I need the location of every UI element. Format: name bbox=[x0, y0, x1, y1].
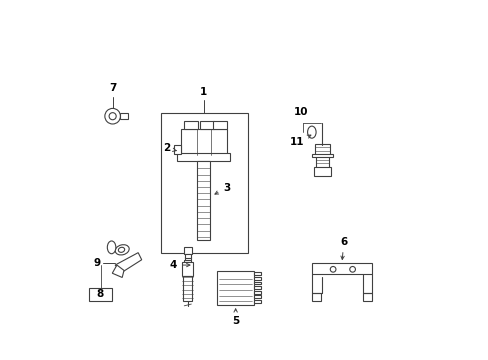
Bar bbox=[183, 276, 192, 301]
Bar bbox=[254, 286, 260, 289]
Bar bbox=[184, 257, 191, 260]
Circle shape bbox=[109, 113, 116, 120]
Text: 3: 3 bbox=[215, 183, 230, 194]
Bar bbox=[184, 254, 190, 258]
Circle shape bbox=[349, 266, 355, 272]
Text: 10: 10 bbox=[293, 107, 308, 117]
Bar bbox=[254, 282, 260, 284]
Bar bbox=[311, 293, 320, 301]
Text: 2: 2 bbox=[163, 143, 176, 153]
Bar bbox=[254, 295, 260, 298]
Bar bbox=[161, 113, 247, 253]
Polygon shape bbox=[115, 253, 142, 272]
Polygon shape bbox=[112, 265, 124, 278]
Bar bbox=[254, 300, 260, 303]
Bar bbox=[217, 271, 254, 305]
Circle shape bbox=[104, 108, 120, 124]
Bar bbox=[177, 153, 230, 161]
Bar bbox=[184, 121, 198, 129]
Bar bbox=[182, 262, 193, 276]
Text: 5: 5 bbox=[231, 309, 239, 326]
Bar bbox=[120, 113, 127, 119]
Ellipse shape bbox=[107, 241, 116, 254]
Bar bbox=[363, 293, 371, 301]
Bar bbox=[88, 288, 111, 301]
Circle shape bbox=[329, 266, 335, 272]
Bar bbox=[313, 167, 331, 176]
Text: 4: 4 bbox=[169, 260, 189, 270]
Text: 11: 11 bbox=[289, 135, 310, 147]
Text: 9: 9 bbox=[93, 258, 100, 268]
Bar bbox=[181, 129, 226, 155]
Bar bbox=[183, 247, 192, 255]
Text: 8: 8 bbox=[96, 289, 103, 299]
Bar bbox=[184, 260, 191, 263]
Bar bbox=[200, 121, 214, 129]
Bar bbox=[254, 277, 260, 280]
Bar bbox=[254, 291, 260, 294]
Bar bbox=[212, 121, 226, 129]
Ellipse shape bbox=[118, 247, 124, 252]
Ellipse shape bbox=[115, 245, 129, 255]
Bar bbox=[315, 155, 328, 168]
Bar bbox=[197, 161, 210, 240]
Text: 6: 6 bbox=[340, 237, 346, 260]
Text: 7: 7 bbox=[109, 83, 116, 93]
Bar bbox=[173, 145, 181, 154]
Text: 1: 1 bbox=[200, 87, 207, 97]
Ellipse shape bbox=[307, 126, 315, 138]
Bar bbox=[314, 144, 329, 155]
Bar bbox=[311, 154, 332, 157]
Bar bbox=[254, 272, 260, 275]
Bar bbox=[311, 263, 371, 274]
